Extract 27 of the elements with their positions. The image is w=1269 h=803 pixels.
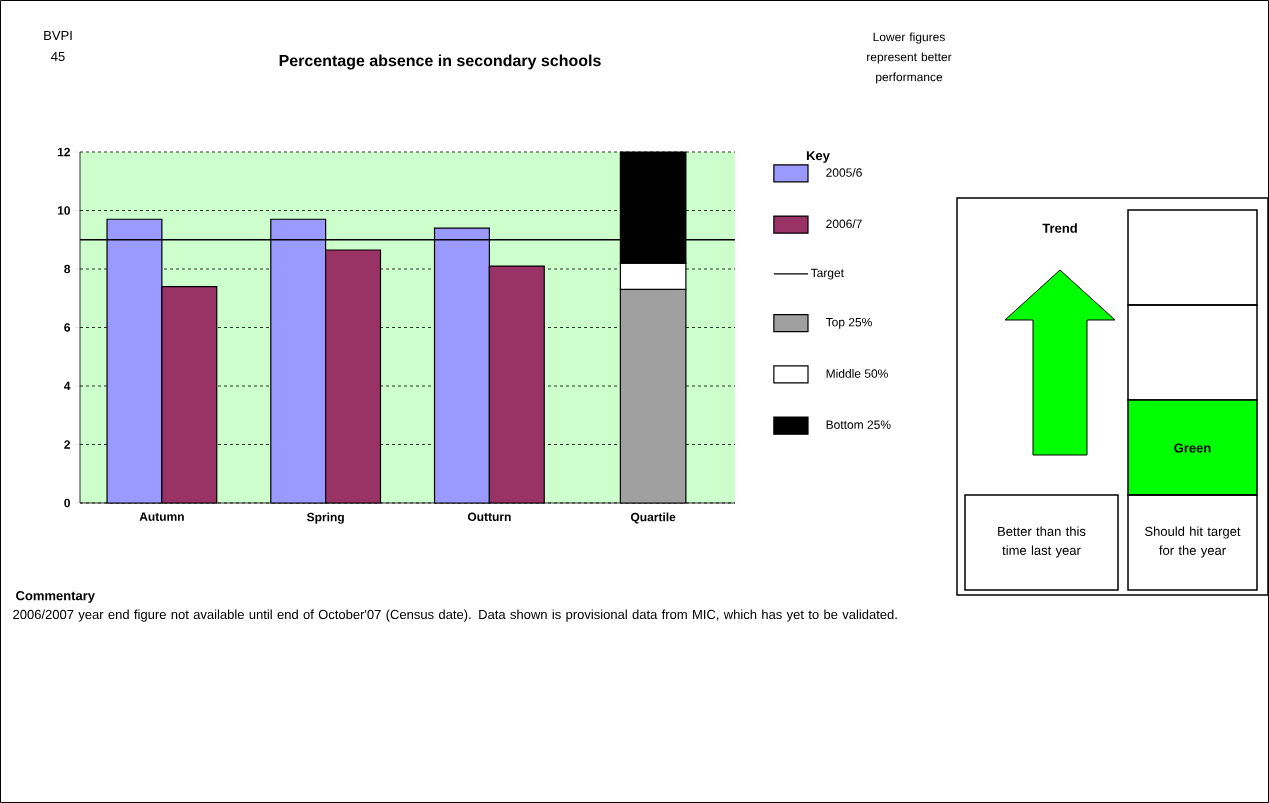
legend-label: Middle 50%: [826, 369, 888, 378]
y-tick-label: 0: [64, 498, 70, 508]
y-tick-label: 10: [57, 206, 70, 215]
text: Lower figures represent better performance: [867, 32, 952, 84]
text: Better than this time last year: [998, 526, 1086, 558]
y-tick-label: 8: [64, 264, 71, 274]
y-tick-label: 2: [64, 440, 70, 449]
text: Green: [1174, 443, 1211, 453]
legend-title: Key: [806, 151, 830, 163]
text: Should hit target for the year: [1145, 526, 1241, 558]
x-tick-label: Spring: [306, 512, 344, 524]
y-tick-label: 4: [63, 381, 71, 391]
text: Trend: [1042, 223, 1077, 233]
text: BVPI 45: [44, 30, 72, 62]
text: 2006/2007 year end figure not available until end of October'07 (Census date). Data shown is provisional data from MIC, which has yet to be validated.: [13, 609, 897, 622]
x-tick-label: Outturn: [467, 512, 511, 522]
legend-label: Target: [810, 268, 844, 280]
legend-label: 2006/7: [826, 219, 862, 229]
chart-title: Percentage absence in secondary schools: [279, 54, 601, 70]
text: Commentary: [16, 591, 95, 603]
legend-label: Top 25%: [825, 317, 872, 329]
y-tick-label: 12: [57, 147, 70, 157]
legend-label: Bottom 25%: [826, 420, 891, 429]
y-tick-label: 6: [64, 323, 71, 332]
x-tick-label: Quartile: [630, 512, 676, 524]
legend-label: 2005/6: [826, 168, 862, 177]
x-tick-label: Autumn: [139, 512, 184, 521]
